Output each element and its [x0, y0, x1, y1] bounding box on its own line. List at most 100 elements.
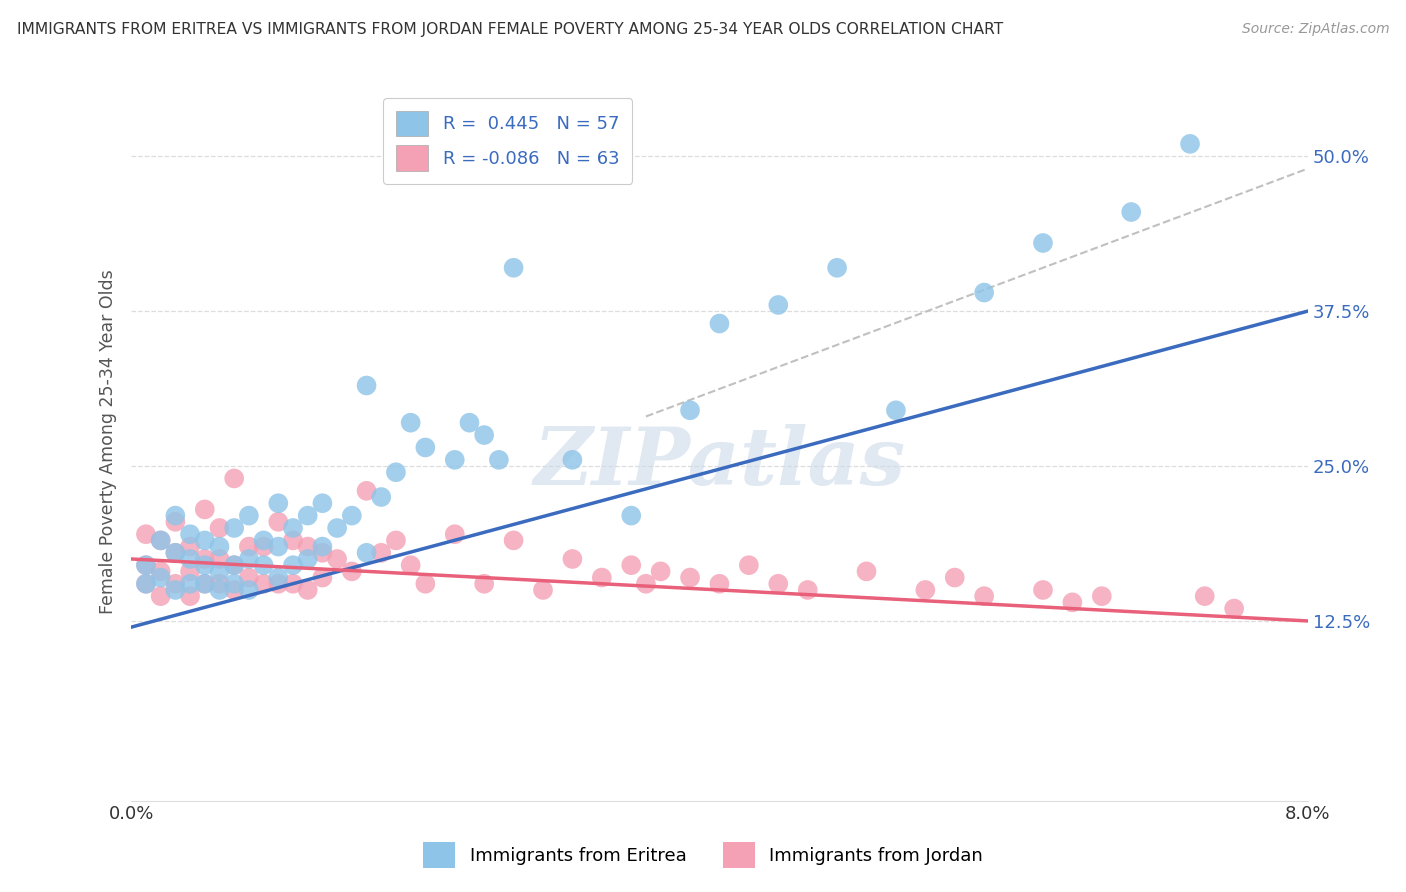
- Point: [709, 576, 731, 591]
- Point: [179, 527, 201, 541]
- Point: [194, 533, 217, 548]
- Point: [340, 565, 363, 579]
- Point: [502, 260, 524, 275]
- Point: [267, 515, 290, 529]
- Point: [281, 533, 304, 548]
- Point: [208, 552, 231, 566]
- Point: [472, 428, 495, 442]
- Point: [281, 558, 304, 573]
- Point: [591, 570, 613, 584]
- Point: [149, 570, 172, 584]
- Point: [1194, 589, 1216, 603]
- Point: [149, 533, 172, 548]
- Point: [679, 403, 702, 417]
- Point: [443, 527, 465, 541]
- Point: [194, 552, 217, 566]
- Point: [135, 527, 157, 541]
- Point: [165, 546, 187, 560]
- Point: [224, 582, 246, 597]
- Point: [165, 515, 187, 529]
- Point: [1062, 595, 1084, 609]
- Point: [709, 317, 731, 331]
- Point: [488, 453, 510, 467]
- Point: [634, 576, 657, 591]
- Point: [855, 565, 877, 579]
- Point: [1121, 205, 1143, 219]
- Point: [149, 589, 172, 603]
- Point: [208, 582, 231, 597]
- Point: [224, 558, 246, 573]
- Point: [399, 558, 422, 573]
- Point: [194, 558, 217, 573]
- Point: [238, 552, 260, 566]
- Point: [208, 576, 231, 591]
- Text: ZIPatlas: ZIPatlas: [533, 424, 905, 501]
- Point: [238, 508, 260, 523]
- Point: [238, 582, 260, 597]
- Point: [561, 552, 583, 566]
- Legend: Immigrants from Eritrea, Immigrants from Jordan: Immigrants from Eritrea, Immigrants from…: [412, 831, 994, 879]
- Point: [650, 565, 672, 579]
- Point: [238, 540, 260, 554]
- Point: [1032, 582, 1054, 597]
- Point: [914, 582, 936, 597]
- Point: [884, 403, 907, 417]
- Point: [267, 496, 290, 510]
- Point: [208, 540, 231, 554]
- Point: [179, 589, 201, 603]
- Point: [297, 540, 319, 554]
- Point: [620, 558, 643, 573]
- Point: [224, 558, 246, 573]
- Point: [149, 533, 172, 548]
- Point: [796, 582, 818, 597]
- Point: [267, 570, 290, 584]
- Point: [370, 490, 392, 504]
- Point: [768, 298, 790, 312]
- Point: [356, 378, 378, 392]
- Point: [297, 552, 319, 566]
- Point: [135, 576, 157, 591]
- Point: [149, 565, 172, 579]
- Point: [561, 453, 583, 467]
- Point: [194, 576, 217, 591]
- Point: [281, 521, 304, 535]
- Point: [415, 441, 437, 455]
- Text: Source: ZipAtlas.com: Source: ZipAtlas.com: [1241, 22, 1389, 37]
- Point: [311, 540, 333, 554]
- Point: [224, 471, 246, 485]
- Point: [973, 285, 995, 300]
- Point: [370, 546, 392, 560]
- Point: [943, 570, 966, 584]
- Point: [194, 576, 217, 591]
- Point: [179, 540, 201, 554]
- Point: [679, 570, 702, 584]
- Point: [620, 508, 643, 523]
- Point: [326, 552, 349, 566]
- Legend: R =  0.445   N = 57, R = -0.086   N = 63: R = 0.445 N = 57, R = -0.086 N = 63: [384, 98, 633, 184]
- Point: [311, 496, 333, 510]
- Point: [179, 552, 201, 566]
- Point: [502, 533, 524, 548]
- Point: [472, 576, 495, 591]
- Point: [385, 465, 408, 479]
- Point: [267, 540, 290, 554]
- Point: [281, 576, 304, 591]
- Point: [973, 589, 995, 603]
- Point: [443, 453, 465, 467]
- Point: [238, 570, 260, 584]
- Y-axis label: Female Poverty Among 25-34 Year Olds: Female Poverty Among 25-34 Year Olds: [100, 268, 117, 614]
- Point: [267, 576, 290, 591]
- Point: [208, 565, 231, 579]
- Point: [252, 533, 274, 548]
- Text: IMMIGRANTS FROM ERITREA VS IMMIGRANTS FROM JORDAN FEMALE POVERTY AMONG 25-34 YEA: IMMIGRANTS FROM ERITREA VS IMMIGRANTS FR…: [17, 22, 1002, 37]
- Point: [179, 576, 201, 591]
- Point: [224, 521, 246, 535]
- Point: [1032, 235, 1054, 250]
- Point: [385, 533, 408, 548]
- Point: [311, 570, 333, 584]
- Point: [531, 582, 554, 597]
- Point: [415, 576, 437, 591]
- Point: [194, 502, 217, 516]
- Point: [135, 558, 157, 573]
- Point: [738, 558, 761, 573]
